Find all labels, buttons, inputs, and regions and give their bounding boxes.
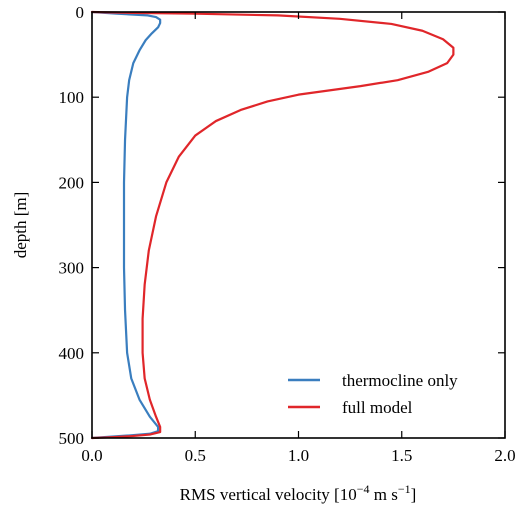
x-axis-label-exponent: −4 xyxy=(357,482,370,496)
y-tick-label: 0 xyxy=(76,3,85,22)
x-tick-label: 0.0 xyxy=(81,446,102,465)
y-tick-label: 200 xyxy=(59,173,85,192)
y-tick-label: 300 xyxy=(59,259,85,278)
x-axis-label-close: ] xyxy=(411,485,417,504)
y-tick-label: 500 xyxy=(59,429,85,448)
series-line-full-model xyxy=(90,10,455,440)
plot-layer: 0.0 0.5 1.0 1.5 2.0 0 100 200 300 400 500 xyxy=(59,3,516,465)
x-tick-label: 1.5 xyxy=(391,446,412,465)
y-axis-label: depth [m] xyxy=(11,192,30,259)
x-axis-label-units: m s xyxy=(370,485,398,504)
x-tick-label: 1.0 xyxy=(288,446,309,465)
series-line-thermocline-only xyxy=(90,10,162,440)
legend: thermocline only full model xyxy=(288,371,458,417)
x-axis-label-units-exponent: −1 xyxy=(398,482,411,496)
y-tick-label: 400 xyxy=(59,344,85,363)
x-tick-label: 0.5 xyxy=(185,446,206,465)
y-tick-label: 100 xyxy=(59,88,85,107)
x-axis-label: RMS vertical velocity [10−4 m s−1] xyxy=(180,482,417,504)
x-tick-label: 2.0 xyxy=(494,446,515,465)
legend-label-thermocline-only: thermocline only xyxy=(342,371,458,390)
legend-label-full-model: full model xyxy=(342,398,413,417)
x-axis-label-text: RMS vertical velocity [10 xyxy=(180,485,357,504)
